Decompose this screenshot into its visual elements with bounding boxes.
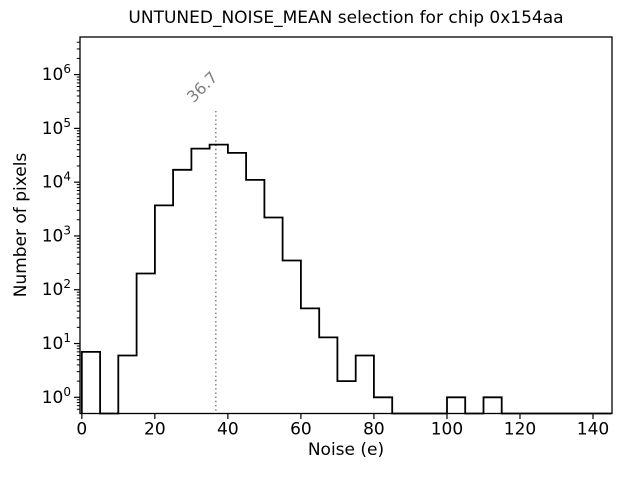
x-axis-label: Noise (e) (307, 440, 385, 460)
x-tick-label: 60 (290, 420, 312, 440)
y-tick-label: 104 (42, 170, 71, 193)
chart-title: UNTUNED_NOISE_MEAN selection for chip 0x… (128, 8, 564, 28)
y-tick-label: 103 (42, 223, 71, 246)
y-tick-label: 105 (42, 116, 71, 139)
x-tick-label: 100 (431, 420, 463, 440)
y-tick-label: 100 (42, 385, 71, 408)
x-tick-label: 20 (144, 420, 166, 440)
x-tick-label: 120 (504, 420, 536, 440)
axes-frame (79, 36, 613, 415)
x-tick-label: 140 (577, 420, 609, 440)
x-tick-label: 80 (363, 420, 385, 440)
histogram-step-line (80, 143, 612, 415)
y-tick-label: 101 (42, 331, 71, 354)
x-tick-label: 40 (217, 420, 239, 440)
x-tick-label: 0 (76, 420, 87, 440)
y-tick-label: 102 (42, 277, 71, 300)
y-tick-label: 106 (42, 62, 71, 85)
